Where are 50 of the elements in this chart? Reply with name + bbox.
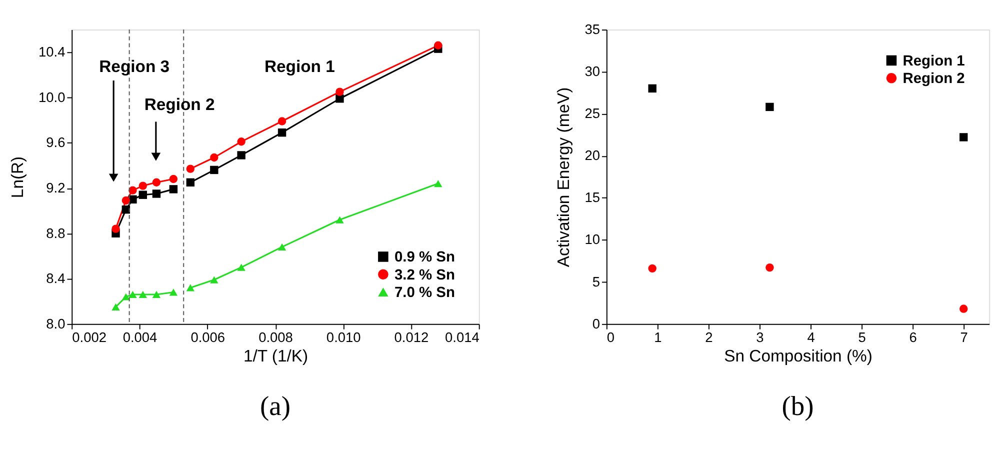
- annotation: Region 3: [99, 56, 170, 76]
- point: [648, 84, 656, 93]
- y-tick-label: 10.0: [38, 90, 66, 105]
- y-tick-label: 8.8: [46, 226, 66, 241]
- y-tick-label: 15: [584, 190, 600, 206]
- y-tick-label: 0: [592, 316, 600, 332]
- text: (b): [782, 391, 814, 422]
- legend-label: Region 1: [902, 53, 965, 70]
- y-tick-label: 20: [584, 148, 600, 164]
- x-tick-label: 0.006: [190, 330, 226, 346]
- y-tick-label: 35: [584, 22, 600, 37]
- point: [648, 264, 656, 273]
- y-tick-label: 9.6: [46, 135, 66, 150]
- x-axis-title: 1/T (1/K): [243, 346, 308, 366]
- legend-label: Region 2: [902, 71, 965, 88]
- y-tick-label: 8.4: [46, 271, 66, 286]
- x-tick-label: 3: [756, 330, 764, 346]
- point: [959, 133, 968, 142]
- y-tick-label: 10.4: [38, 44, 66, 60]
- x-tick-label: 0.008: [258, 330, 294, 346]
- x-tick-label: 7: [960, 330, 968, 346]
- y-axis-title: Activation Energy (meV): [554, 87, 574, 268]
- x-tick-label: 5: [858, 330, 866, 346]
- y-axis-title: Ln(R): [8, 156, 27, 198]
- y-tick-label: 5: [592, 274, 600, 290]
- y-tick-label: 30: [584, 64, 600, 80]
- point: [766, 102, 774, 112]
- annotation: Region 2: [144, 95, 215, 114]
- legend-label: 0.9 % Sn: [394, 250, 455, 266]
- x-tick-label: 0: [606, 330, 615, 346]
- x-tick-label: 0.002: [72, 330, 106, 346]
- text: (a): [260, 391, 290, 422]
- legend-label: 3.2 % Sn: [394, 267, 455, 284]
- x-tick-label: 1: [654, 330, 662, 346]
- x-tick-label: 0.004: [122, 330, 158, 346]
- y-tick-label: 9.2: [46, 180, 66, 196]
- x-axis-title: Sn Composition (%): [724, 346, 872, 366]
- annotation: Region 1: [264, 56, 335, 76]
- legend-label: 7.0 % Sn: [394, 284, 455, 301]
- y-tick-label: 8.0: [46, 316, 66, 332]
- point: [959, 304, 968, 313]
- x-tick-label: 4: [807, 330, 816, 346]
- y-tick-label: 10: [584, 232, 600, 248]
- x-tick-label: 0.010: [326, 330, 362, 346]
- x-tick-label: 6: [909, 330, 918, 346]
- x-tick-label: 2: [705, 330, 713, 346]
- x-tick-label: 0.014: [445, 330, 480, 346]
- point: [766, 263, 774, 272]
- x-tick-label: 0.012: [394, 330, 429, 346]
- y-tick-label: 25: [584, 106, 600, 122]
